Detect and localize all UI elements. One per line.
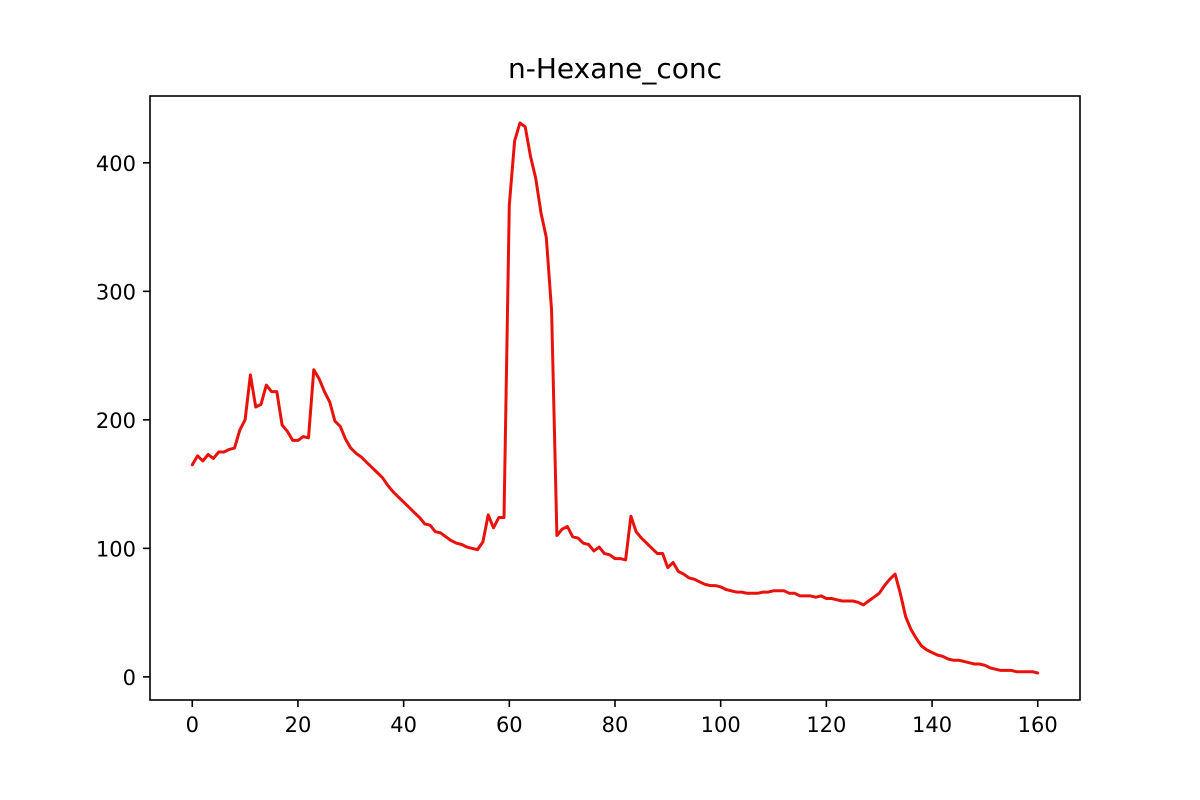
chart-title: n-Hexane_conc	[508, 52, 722, 85]
x-tick-label: 20	[285, 713, 312, 737]
y-axis: 0 100 200 300 400	[96, 152, 150, 690]
x-tick-label: 140	[912, 713, 952, 737]
y-tick-label: 200	[96, 409, 136, 433]
x-tick-label: 40	[390, 713, 417, 737]
plot-area-frame	[149, 95, 1081, 701]
y-tick-label: 400	[96, 152, 136, 176]
x-tick-label: 80	[602, 713, 629, 737]
y-tick-label: 0	[123, 666, 136, 690]
x-axis: 0 20 40 60 80 100 120 140 160	[186, 700, 1058, 737]
x-tick-label: 120	[806, 713, 846, 737]
x-tick-label: 100	[701, 713, 741, 737]
x-tick-label: 160	[1018, 713, 1058, 737]
y-tick-label: 300	[96, 280, 136, 304]
series-line	[190, 121, 1040, 675]
x-tick-label: 60	[496, 713, 523, 737]
x-tick-label: 0	[186, 713, 199, 737]
y-tick-label: 100	[96, 537, 136, 561]
